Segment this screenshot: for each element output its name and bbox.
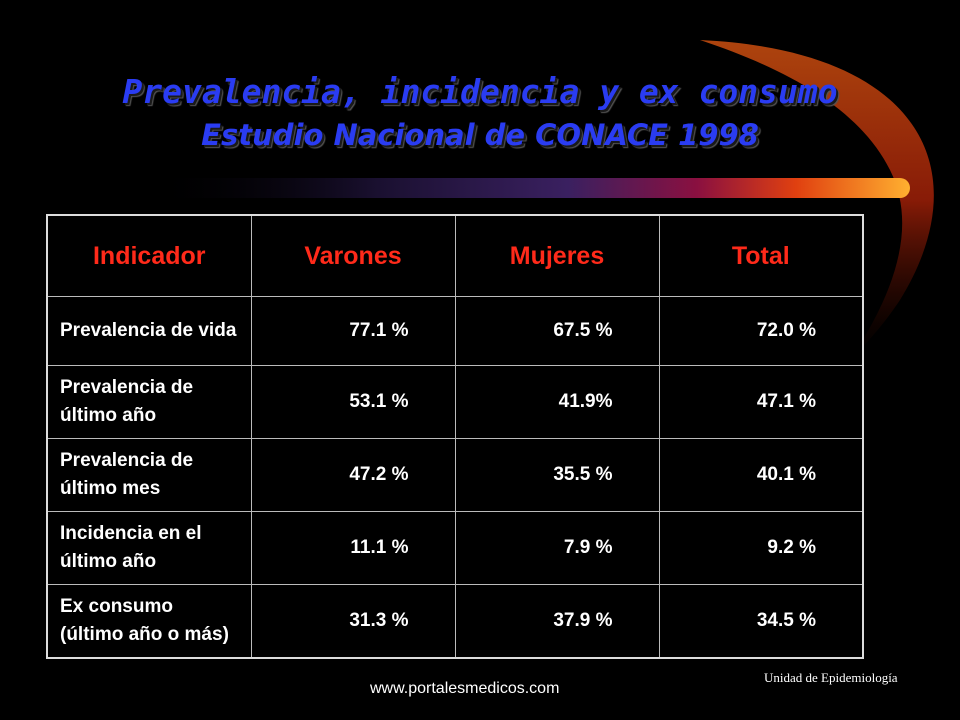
cell-varones: 47.2 % (250, 438, 456, 512)
header-varones: Varones (250, 214, 456, 297)
row-label: Prevalencia de último año (46, 365, 252, 439)
prevalence-table: Indicador Varones Mujeres Total Prevalen… (46, 214, 864, 659)
cell-total: 9.2 % (658, 511, 864, 585)
table-row: Incidencia en el último año 11.1 % 7.9 %… (46, 511, 864, 585)
slide-title: Prevalencia, incidencia y ex consumo (122, 72, 838, 111)
table-header-row: Indicador Varones Mujeres Total (46, 214, 864, 297)
cell-mujeres: 7.9 % (454, 511, 660, 585)
cell-mujeres: 35.5 % (454, 438, 660, 512)
header-indicador: Indicador (46, 214, 252, 297)
table-row: Prevalencia de último mes 47.2 % 35.5 % … (46, 438, 864, 512)
row-label: Prevalencia de último mes (46, 438, 252, 512)
cell-total: 34.5 % (658, 584, 864, 659)
cell-mujeres: 41.9% (454, 365, 660, 439)
table-row: Prevalencia de vida 77.1 % 67.5 % 72.0 % (46, 296, 864, 366)
header-total: Total (658, 214, 864, 297)
cell-total: 72.0 % (658, 296, 864, 366)
footer-unit-label: Unidad de Epidemiología (764, 670, 898, 685)
row-label: Ex consumo (último año o más) (46, 584, 252, 659)
cell-varones: 77.1 % (250, 296, 456, 366)
slide-subtitle: Estudio Nacional de CONACE 1998 (201, 118, 759, 152)
cell-mujeres: 67.5 % (454, 296, 660, 366)
cell-total: 47.1 % (658, 365, 864, 439)
cell-varones: 31.3 % (250, 584, 456, 659)
cell-total: 40.1 % (658, 438, 864, 512)
row-label: Prevalencia de vida (46, 296, 252, 366)
cell-mujeres: 37.9 % (454, 584, 660, 659)
header-mujeres: Mujeres (454, 214, 660, 297)
row-label: Incidencia en el último año (46, 511, 252, 585)
table-row: Prevalencia de último año 53.1 % 41.9% 4… (46, 365, 864, 439)
footer-url: www.portalesmedicos.com (370, 680, 560, 697)
cell-varones: 53.1 % (250, 365, 456, 439)
cell-varones: 11.1 % (250, 511, 456, 585)
table-row: Ex consumo (último año o más) 31.3 % 37.… (46, 584, 864, 659)
